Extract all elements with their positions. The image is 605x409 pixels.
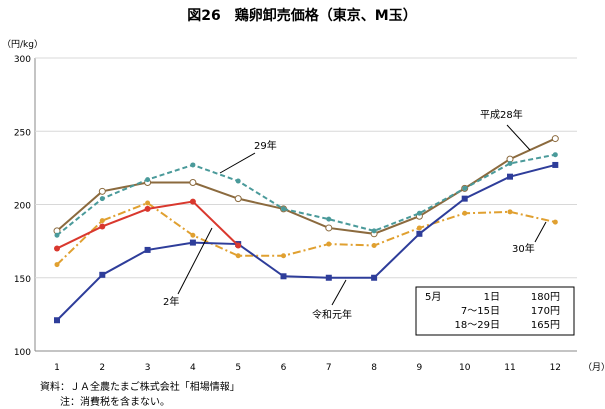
data-point xyxy=(326,216,332,222)
y-tick-label: 100 xyxy=(14,348,31,358)
x-tick-label: 6 xyxy=(281,363,287,373)
leader-h28 xyxy=(506,124,531,151)
data-point xyxy=(144,246,151,253)
x-tick-label: 1 xyxy=(54,363,60,373)
label-h29: 29年 xyxy=(254,139,277,152)
x-tick-label: 10 xyxy=(459,363,471,373)
price-box-cell: 7〜15日 xyxy=(461,306,500,317)
price-box-cell: 165円 xyxy=(531,320,560,331)
data-point xyxy=(281,253,286,259)
price-box-cell: 1日 xyxy=(484,292,500,303)
x-tick-label: 8 xyxy=(371,363,377,373)
data-point xyxy=(98,187,106,195)
x-tick-label: 5 xyxy=(235,363,241,373)
data-point xyxy=(235,242,242,249)
data-point xyxy=(144,205,151,212)
data-point xyxy=(416,210,422,216)
y-axis-label: （円/kg） xyxy=(2,39,43,50)
leader-h29 xyxy=(219,152,256,174)
series-line-2 xyxy=(56,201,556,266)
data-point xyxy=(189,179,197,187)
price-box xyxy=(415,286,575,336)
x-tick-label: 3 xyxy=(145,363,151,373)
x-tick-label: 12 xyxy=(550,363,561,373)
data-point xyxy=(54,245,60,252)
data-point xyxy=(326,241,332,247)
leader-r2 xyxy=(177,227,213,295)
data-point xyxy=(552,152,558,158)
x-axis-label: （月） xyxy=(583,362,605,373)
data-point xyxy=(416,230,423,237)
data-point xyxy=(552,219,558,225)
source-note: 資料：ＪＡ全農たまご株式会社「相場情報」 xyxy=(40,380,240,393)
data-point xyxy=(190,232,196,238)
label-r2: 2年 xyxy=(163,295,179,308)
x-tick-label: 11 xyxy=(504,363,515,373)
data-point xyxy=(507,209,513,215)
data-point xyxy=(507,160,513,166)
data-point xyxy=(371,228,377,234)
data-point xyxy=(234,195,242,203)
x-tick-label: 7 xyxy=(326,363,332,373)
leader-r1b xyxy=(331,279,347,306)
price-box-cell: 5月 xyxy=(425,291,441,303)
tax-note: 注：消費税を含まない。 xyxy=(60,395,170,408)
data-point xyxy=(280,273,287,280)
data-point xyxy=(54,232,60,238)
data-point xyxy=(371,274,378,281)
data-point xyxy=(281,206,286,212)
data-point xyxy=(325,224,333,232)
data-point xyxy=(99,218,105,224)
x-tick-label: 9 xyxy=(417,363,423,373)
x-tick-label: 2 xyxy=(99,363,105,373)
data-point xyxy=(235,253,241,259)
label-r1: 令和元年 xyxy=(312,308,352,321)
series-line-3 xyxy=(56,163,556,321)
data-point xyxy=(99,271,106,278)
price-box-cell: 18〜29日 xyxy=(455,320,500,331)
x-tick-label: 4 xyxy=(190,363,196,373)
data-point xyxy=(189,239,196,246)
y-tick-label: 300 xyxy=(14,55,31,65)
series-line-1 xyxy=(56,153,556,237)
label-h30: 30年 xyxy=(512,242,535,255)
data-point xyxy=(54,317,60,324)
data-point xyxy=(462,185,468,191)
data-point xyxy=(189,198,196,205)
data-point xyxy=(145,200,151,206)
data-point xyxy=(461,195,468,202)
data-point xyxy=(54,262,60,268)
data-point xyxy=(551,135,559,143)
data-point xyxy=(416,225,422,231)
price-box-cell: 180円 xyxy=(531,292,560,303)
y-tick-label: 200 xyxy=(14,202,31,212)
data-point xyxy=(325,274,332,281)
data-point xyxy=(99,223,106,230)
data-point xyxy=(371,243,377,249)
chart-title: 図26 鶏卵卸売価格（東京、M玉） xyxy=(187,7,416,24)
data-point xyxy=(99,196,105,202)
price-box-cell: 170円 xyxy=(531,306,560,317)
label-h28: 平成28年 xyxy=(480,108,523,121)
data-point xyxy=(235,178,241,184)
data-point xyxy=(462,210,468,216)
data-point xyxy=(552,161,559,168)
data-point xyxy=(507,173,513,180)
data-point xyxy=(145,177,151,183)
y-tick-label: 250 xyxy=(14,128,31,138)
data-point xyxy=(190,162,196,168)
y-tick-label: 150 xyxy=(14,275,31,285)
leader-h30 xyxy=(534,221,547,243)
